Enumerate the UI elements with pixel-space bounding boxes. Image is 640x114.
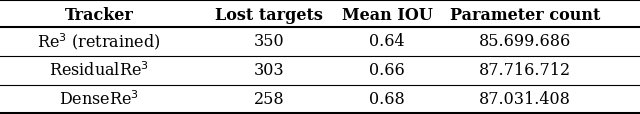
- Text: Lost targets: Lost targets: [215, 7, 323, 24]
- Text: Mean IOU: Mean IOU: [342, 7, 433, 24]
- Text: 258: 258: [253, 90, 284, 107]
- Text: DenseRe$^3$: DenseRe$^3$: [59, 89, 140, 108]
- Text: Tracker: Tracker: [65, 7, 134, 24]
- Text: ResidualRe$^3$: ResidualRe$^3$: [49, 61, 149, 79]
- Text: 303: 303: [253, 62, 284, 79]
- Text: 350: 350: [253, 33, 284, 50]
- Text: 87.716.712: 87.716.712: [479, 62, 571, 79]
- Text: 85.699.686: 85.699.686: [479, 33, 571, 50]
- Text: 0.64: 0.64: [369, 33, 405, 50]
- Text: 87.031.408: 87.031.408: [479, 90, 571, 107]
- Text: Re$^3$ (retrained): Re$^3$ (retrained): [38, 31, 161, 52]
- Text: Parameter count: Parameter count: [450, 7, 600, 24]
- Text: 0.66: 0.66: [369, 62, 405, 79]
- Text: 0.68: 0.68: [369, 90, 405, 107]
